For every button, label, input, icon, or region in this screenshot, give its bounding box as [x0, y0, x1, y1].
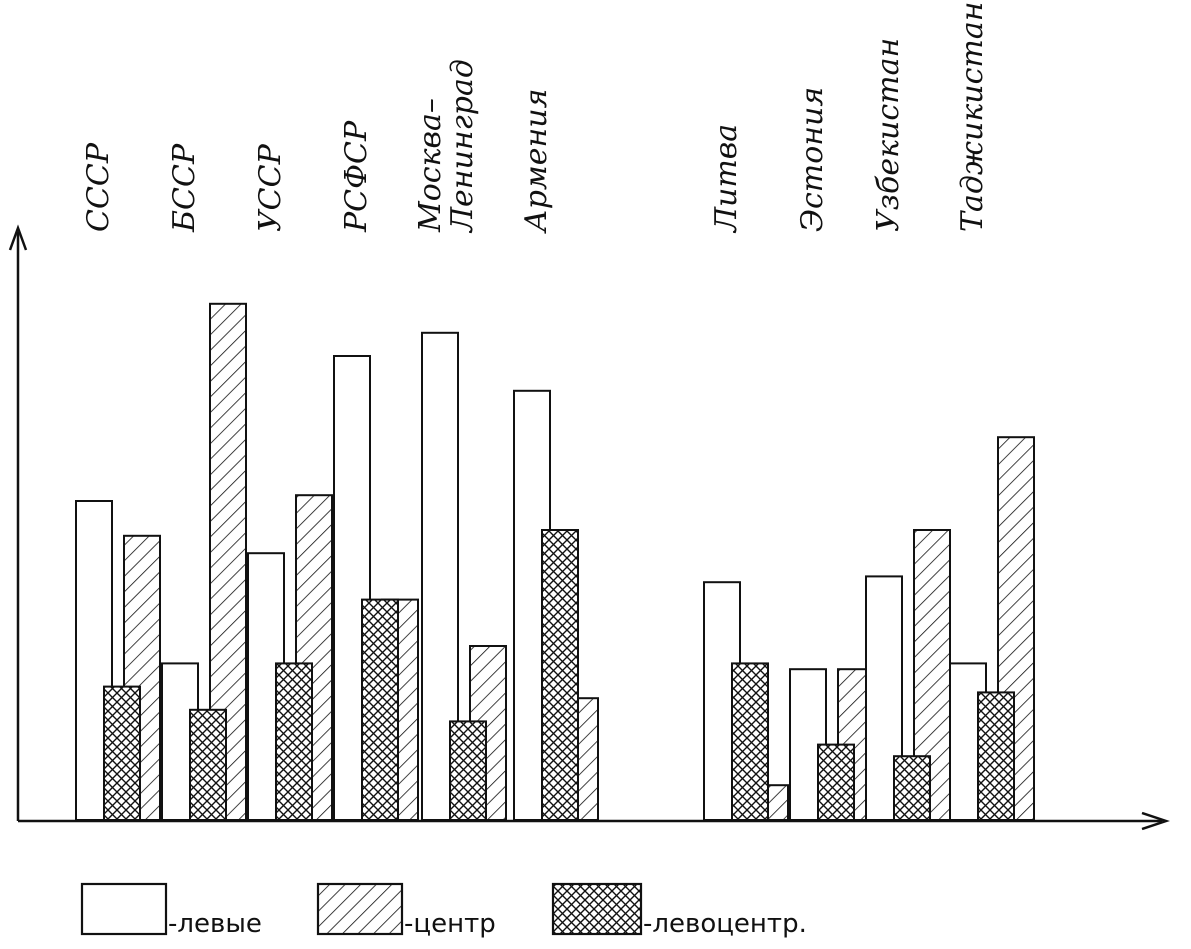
- legend: -левые -центр -левоцентр.: [80, 882, 807, 939]
- bar-left-center-2: [189, 708, 227, 821]
- category-label-7: Литва: [709, 124, 744, 234]
- category-label-3: УССР: [253, 143, 288, 232]
- y-axis-arrow: [8, 224, 28, 251]
- category-label-5: Москва–Ленинград: [413, 59, 480, 234]
- bars-layer: [75, 302, 1035, 822]
- bar-left-center-6: [541, 529, 579, 821]
- bar-left-center-4: [361, 598, 399, 821]
- category-label-8: Эстония: [795, 87, 830, 232]
- category-label-9: Узбекистан: [871, 38, 906, 232]
- bar-left-center-10: [977, 691, 1015, 822]
- legend-item-center: -центр: [316, 882, 496, 939]
- legend-item-left-center: -левоцентр.: [551, 882, 807, 939]
- bar-left-5: [421, 331, 459, 821]
- legend-swatch-center: [316, 882, 404, 936]
- category-label-1: СССР: [81, 142, 116, 232]
- bar-left-center-8: [817, 743, 855, 821]
- bar-left-center-3: [275, 662, 313, 822]
- legend-label-left: -левые: [168, 909, 262, 939]
- legend-label-center: -центр: [404, 909, 496, 939]
- legend-label-left-center: -левоцентр.: [643, 909, 807, 939]
- category-label-2: БССР: [167, 143, 202, 233]
- bar-left-center-1: [103, 685, 141, 821]
- bar-left-center-5: [449, 720, 487, 822]
- bar-left-center-9: [893, 755, 931, 822]
- legend-swatch-left: [80, 882, 168, 936]
- legend-item-left: -левые: [80, 882, 262, 939]
- x-axis-arrow: [1141, 811, 1170, 831]
- category-label-4: РСФСР: [339, 120, 374, 233]
- category-label-6: Армения: [519, 89, 554, 235]
- bar-left-center-7: [731, 662, 769, 822]
- category-label-10: Таджикистан: [955, 2, 990, 232]
- legend-swatch-left-center: [551, 882, 643, 936]
- category-labels: СССР БССР УССР РСФСР Москва–Ленинград Армения…: [81, 2, 990, 234]
